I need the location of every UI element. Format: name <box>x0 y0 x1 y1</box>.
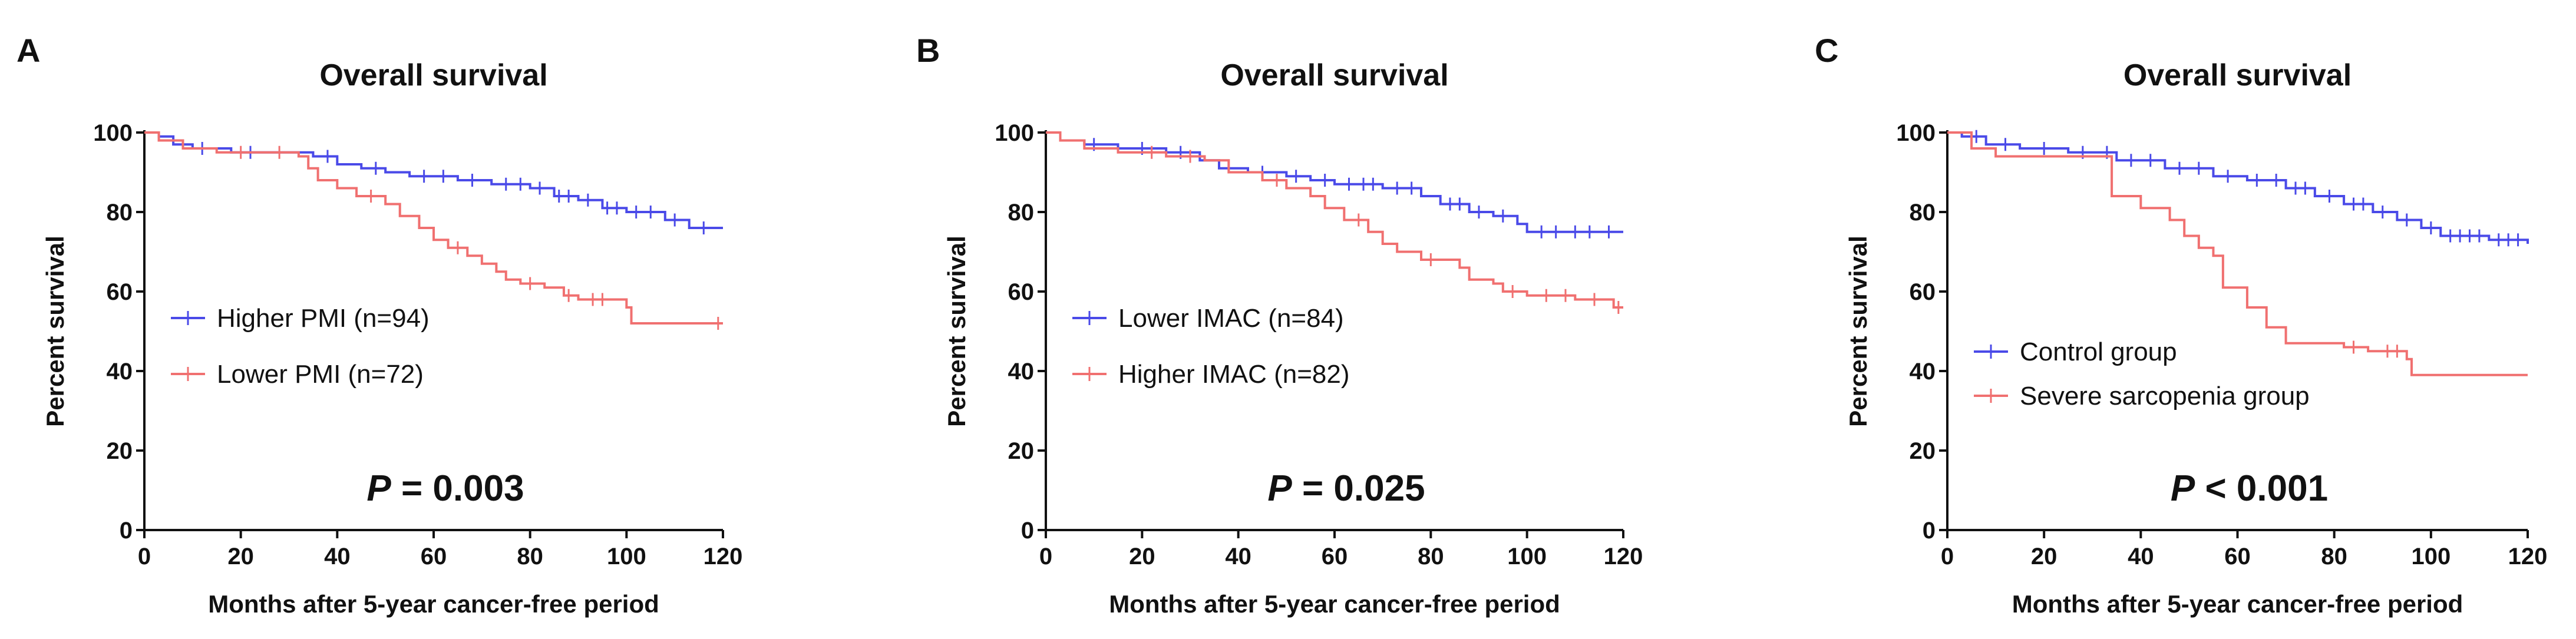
panel-c: C Overall survival 0 20 40 60 80 100 0 20 40 60 80 10… <box>1815 32 2547 618</box>
legend-label: Lower PMI (n=72) <box>217 360 424 389</box>
p-text: = 0.025 <box>1292 468 1425 509</box>
x-tick-label: 60 <box>1322 544 1348 570</box>
x-tick-label: 120 <box>704 544 743 570</box>
y-tick-label: 0 <box>1021 518 1034 544</box>
y-tick-label: 100 <box>1896 120 1936 146</box>
p-value: P = 0.025 <box>1267 468 1425 509</box>
panel-letter: A <box>16 32 40 69</box>
y-axis-label: Percent survival <box>1844 236 1872 427</box>
y-axis-label: Percent survival <box>41 236 69 427</box>
x-tick-label: 100 <box>2411 544 2450 570</box>
x-tick-label: 100 <box>607 544 646 570</box>
panel-b: B Overall survival 0 20 40 60 80 100 0 20 40 60 80 10… <box>916 32 1643 618</box>
x-tick-label: 0 <box>1039 544 1052 570</box>
panel-letter: C <box>1815 32 1838 69</box>
legend-label: Control group <box>2020 337 2177 366</box>
y-tick-label: 40 <box>1910 359 1936 385</box>
y-tick-label: 60 <box>1008 279 1035 305</box>
series-line-2 <box>144 131 723 325</box>
x-tick-label: 40 <box>1225 544 1251 570</box>
x-tick-label: 80 <box>2321 544 2347 570</box>
y-tick-label: 100 <box>995 120 1034 146</box>
x-tick-label: 0 <box>1941 544 1954 570</box>
chart-title: Overall survival <box>319 58 547 92</box>
x-tick-label: 40 <box>2128 544 2154 570</box>
y-tick-label: 20 <box>107 438 133 464</box>
legend-label: Lower IMAC (n=84) <box>1118 304 1344 333</box>
y-tick-label: 80 <box>107 200 133 226</box>
x-tick-label: 80 <box>517 544 543 570</box>
x-tick-label: 0 <box>138 544 151 570</box>
x-tick-label: 20 <box>2031 544 2058 570</box>
series-line-2 <box>1947 131 2528 376</box>
panel-letter: B <box>916 32 940 69</box>
legend-label: Higher IMAC (n=82) <box>1118 360 1349 389</box>
panel-a: A Overall survival 0 20 40 60 80 100 0 20 40 60 80 10… <box>16 32 742 618</box>
x-tick-label: 100 <box>1507 544 1547 570</box>
x-axis-label: Months after 5-year cancer-free period <box>1109 590 1560 618</box>
x-tick-label: 80 <box>1418 544 1444 570</box>
p-symbol: P <box>1267 468 1292 509</box>
chart-title: Overall survival <box>1220 58 1448 92</box>
x-tick-label: 20 <box>1129 544 1155 570</box>
x-axis-label: Months after 5-year cancer-free period <box>208 590 659 618</box>
legend-label: Severe sarcopenia group <box>2020 382 2310 410</box>
p-value: P = 0.003 <box>366 468 524 509</box>
x-tick-label: 60 <box>421 544 447 570</box>
p-symbol: P <box>2171 468 2195 509</box>
y-tick-label: 20 <box>1008 438 1035 464</box>
chart-title: Overall survival <box>2123 58 2352 92</box>
legend-label: Higher PMI (n=94) <box>217 304 430 333</box>
x-axis-label: Months after 5-year cancer-free period <box>2012 590 2463 618</box>
p-text: < 0.001 <box>2195 468 2328 509</box>
y-axis-label: Percent survival <box>943 236 970 427</box>
series-line-1 <box>1947 131 2529 244</box>
y-tick-label: 80 <box>1008 200 1035 226</box>
x-tick-label: 120 <box>2508 544 2548 570</box>
p-value: P < 0.001 <box>2171 468 2328 509</box>
y-tick-label: 20 <box>1910 438 1936 464</box>
y-tick-label: 80 <box>1910 200 1936 226</box>
y-tick-label: 0 <box>120 518 133 544</box>
y-tick-label: 60 <box>107 279 133 305</box>
series-line-2 <box>1046 131 1623 309</box>
y-tick-label: 60 <box>1910 279 1936 305</box>
y-tick-label: 40 <box>1008 359 1035 385</box>
p-text: = 0.003 <box>391 468 524 509</box>
x-tick-label: 20 <box>227 544 254 570</box>
p-symbol: P <box>366 468 391 509</box>
series-line-1 <box>1046 131 1623 233</box>
y-tick-label: 40 <box>107 359 133 385</box>
x-tick-label: 60 <box>2224 544 2251 570</box>
x-tick-label: 120 <box>1604 544 1643 570</box>
x-tick-label: 40 <box>324 544 351 570</box>
y-tick-label: 100 <box>93 120 133 146</box>
y-tick-label: 0 <box>1923 518 1936 544</box>
